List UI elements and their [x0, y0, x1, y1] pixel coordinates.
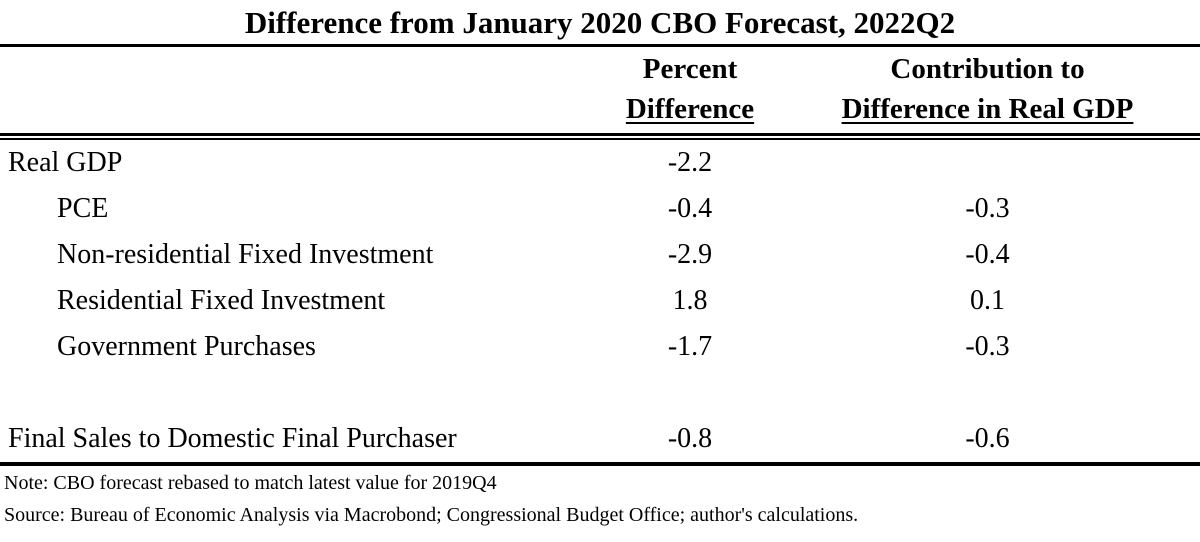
row-contribution: -0.4 — [965, 239, 1010, 270]
row-percent-difference: -2.2 — [667, 147, 713, 178]
table-title: Difference from January 2020 CBO Forecas… — [244, 5, 956, 40]
table-row: PCE -0.4 -0.3 — [0, 186, 1200, 232]
row-label: Real GDP — [8, 147, 123, 178]
header-contribution-line1: Contribution to — [890, 53, 1085, 85]
row-label: Residential Fixed Investment — [57, 285, 386, 316]
row-percent-difference: -0.8 — [667, 423, 713, 454]
row-label: Final Sales to Domestic Final Purchaser — [8, 423, 457, 454]
row-label: PCE — [57, 193, 109, 224]
row-percent-difference: -1.7 — [667, 331, 713, 362]
row-contribution: -0.6 — [965, 423, 1010, 454]
row-label: Non-residential Fixed Investment — [57, 239, 434, 270]
table-row: Residential Fixed Investment 1.8 0.1 — [0, 278, 1200, 324]
table-row: Government Purchases -1.7 -0.3 — [0, 324, 1200, 370]
table-note: Note: CBO forecast rebased to match late… — [4, 472, 497, 494]
table-row: Final Sales to Domestic Final Purchaser … — [0, 416, 1200, 462]
bottom-rule — [0, 462, 1200, 466]
table-row: Non-residential Fixed Investment -2.9 -0… — [0, 232, 1200, 278]
table-row — [0, 370, 1200, 416]
row-label: Government Purchases — [57, 331, 316, 362]
row-contribution: -0.3 — [965, 331, 1010, 362]
header-contribution-line2: Difference in Real GDP — [841, 93, 1134, 125]
title-rule — [0, 44, 1200, 47]
table-source: Source: Bureau of Economic Analysis via … — [4, 504, 859, 526]
header-row-1: Percent Contribution to — [0, 47, 1200, 87]
row-contribution: -0.3 — [965, 193, 1010, 224]
row-percent-difference: -0.4 — [667, 193, 713, 224]
header-percent-line1: Percent — [642, 53, 738, 85]
header-percent-line2: Difference — [625, 93, 755, 125]
row-percent-difference: -2.9 — [667, 239, 713, 270]
row-contribution: 0.1 — [970, 285, 1005, 316]
header-double-rule — [0, 133, 1200, 140]
row-percent-difference: 1.8 — [672, 285, 708, 316]
header-row-2: Difference Difference in Real GDP — [0, 87, 1200, 133]
table-row: Real GDP -2.2 — [0, 140, 1200, 186]
table-body: Real GDP -2.2 PCE -0.4 -0.3 Non-resident… — [0, 140, 1200, 462]
